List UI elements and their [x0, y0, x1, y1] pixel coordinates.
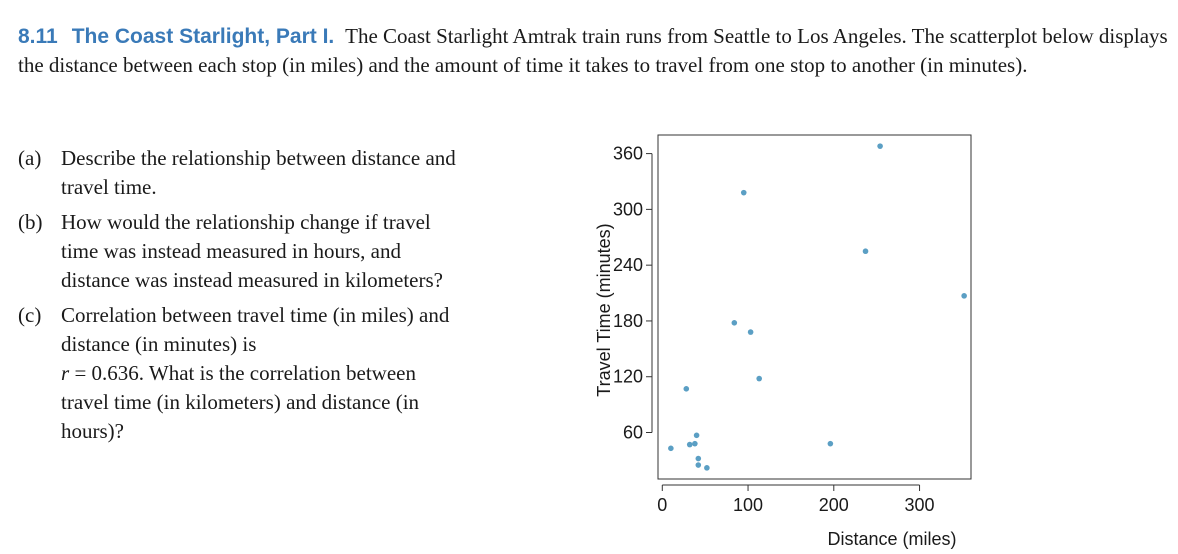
correlation-variable: r	[61, 361, 70, 385]
data-points	[668, 143, 967, 471]
part-text: How would the relationship change if tra…	[61, 210, 443, 292]
data-point	[877, 143, 883, 149]
y-axis: 60 120 180 240 300 360	[613, 144, 653, 443]
problem-number: 8.11	[18, 25, 58, 48]
part-text: Correlation between travel time (in mile…	[61, 301, 458, 446]
data-point	[862, 248, 869, 255]
y-tick-label: 120	[613, 367, 643, 387]
y-tick-label: 360	[613, 144, 643, 164]
part-text-before: Correlation between travel time (in mile…	[61, 303, 450, 356]
problem-intro-text: The Coast Starlight Amtrak train runs fr…	[18, 24, 1168, 77]
x-tick-label: 300	[905, 495, 935, 515]
y-tick-label: 300	[613, 199, 643, 219]
plot-frame	[657, 134, 972, 480]
x-tick-label: 0	[657, 495, 667, 515]
question-part-a: (a) Describe the relationship between di…	[18, 144, 458, 202]
part-label: (a)	[18, 146, 42, 170]
y-axis-label: Travel Time (minutes)	[594, 223, 614, 396]
y-tick-label: 60	[623, 423, 643, 443]
data-point	[692, 440, 698, 447]
scatterplot-svg: 60 120 180 240 300 360 0 100 200 300 Distance (m…	[594, 134, 972, 549]
x-axis-label: Distance (miles)	[827, 529, 956, 549]
data-point	[961, 293, 967, 299]
data-point	[756, 375, 762, 382]
data-point	[695, 462, 702, 468]
question-part-c: (c) Correlation between travel time (in …	[18, 301, 458, 446]
data-point	[747, 329, 754, 335]
data-point	[827, 440, 834, 447]
question-part-b: (b) How would the relationship change if…	[18, 208, 458, 295]
data-point	[740, 189, 747, 196]
problem-intro: 8.11 The Coast Starlight, Part I. The Coa…	[18, 22, 1168, 80]
x-tick-label: 200	[819, 495, 849, 515]
x-axis: 0 100 200 300	[657, 484, 935, 515]
data-point	[683, 386, 690, 392]
part-text-after: = 0.636. What is the correlation between…	[61, 361, 420, 443]
data-point	[704, 465, 710, 471]
y-tick-label: 240	[613, 255, 643, 275]
x-tick-label: 100	[733, 495, 763, 515]
part-label: (b)	[18, 210, 43, 234]
scatterplot: 60 120 180 240 300 360 0 100 200 300 Distance (m…	[580, 125, 1000, 550]
data-point	[668, 445, 674, 452]
data-point	[731, 320, 738, 326]
question-parts: (a) Describe the relationship between di…	[18, 144, 458, 452]
problem-title: The Coast Starlight, Part I.	[71, 25, 335, 48]
data-point	[695, 455, 702, 462]
part-label: (c)	[18, 303, 42, 327]
part-text: Describe the relationship between distan…	[61, 146, 456, 199]
data-point	[686, 441, 693, 448]
data-point	[693, 432, 700, 439]
y-tick-label: 180	[613, 311, 643, 331]
